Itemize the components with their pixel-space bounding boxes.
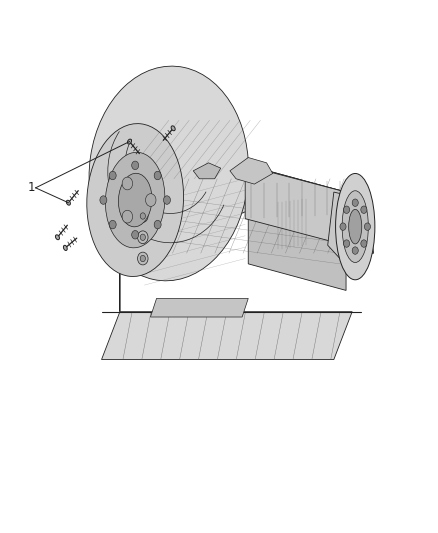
Circle shape — [140, 255, 145, 262]
Ellipse shape — [106, 152, 165, 248]
Polygon shape — [245, 165, 346, 245]
Ellipse shape — [64, 245, 67, 251]
Polygon shape — [102, 312, 352, 360]
Ellipse shape — [66, 200, 71, 205]
Ellipse shape — [89, 66, 248, 281]
Circle shape — [361, 240, 367, 247]
Ellipse shape — [56, 235, 60, 240]
Circle shape — [122, 210, 133, 223]
Ellipse shape — [336, 173, 375, 280]
Ellipse shape — [342, 191, 368, 263]
Circle shape — [145, 193, 156, 206]
Polygon shape — [230, 158, 273, 184]
Polygon shape — [120, 211, 138, 312]
Text: 1: 1 — [28, 181, 35, 195]
Circle shape — [154, 220, 161, 229]
Circle shape — [109, 171, 116, 180]
Circle shape — [340, 223, 346, 230]
Circle shape — [352, 199, 358, 206]
Polygon shape — [150, 298, 248, 317]
Circle shape — [154, 171, 161, 180]
Circle shape — [138, 209, 148, 222]
Circle shape — [140, 234, 145, 240]
Polygon shape — [248, 165, 346, 290]
Circle shape — [109, 220, 116, 229]
Circle shape — [140, 213, 145, 219]
Circle shape — [132, 230, 139, 239]
Circle shape — [343, 240, 350, 247]
Circle shape — [100, 196, 107, 204]
Circle shape — [361, 206, 367, 213]
Circle shape — [343, 206, 350, 213]
Circle shape — [122, 177, 133, 190]
Ellipse shape — [171, 126, 175, 131]
Polygon shape — [193, 163, 221, 179]
Circle shape — [132, 161, 139, 169]
Circle shape — [364, 223, 371, 230]
Ellipse shape — [87, 124, 184, 277]
Circle shape — [352, 247, 358, 254]
Circle shape — [138, 252, 148, 265]
Circle shape — [163, 196, 170, 204]
Circle shape — [138, 231, 148, 244]
Ellipse shape — [127, 139, 131, 144]
Polygon shape — [328, 192, 374, 259]
Ellipse shape — [118, 173, 152, 227]
Ellipse shape — [349, 209, 362, 244]
Polygon shape — [138, 165, 346, 253]
